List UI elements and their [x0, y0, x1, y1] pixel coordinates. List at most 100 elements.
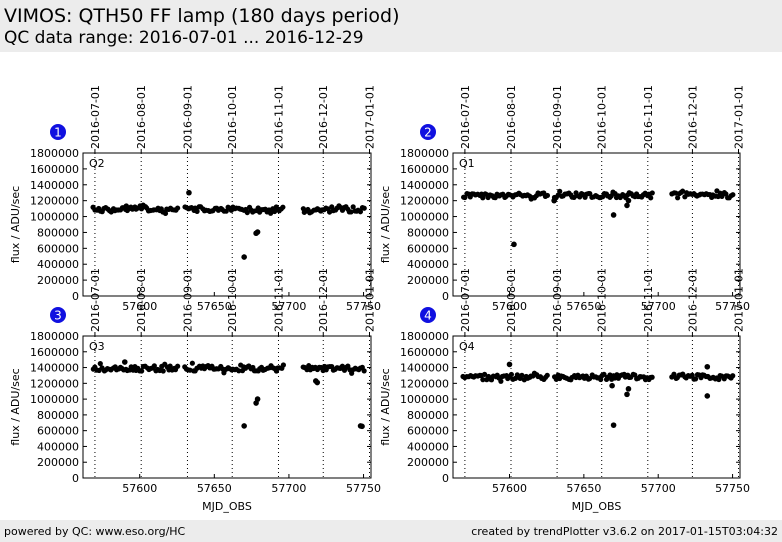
x-tick-label: 57700 — [641, 300, 676, 313]
data-point — [160, 368, 166, 374]
date-tick-label: 2016-07-01 — [89, 85, 102, 149]
data-point — [610, 212, 617, 218]
y-tick-label: 0 — [72, 290, 79, 303]
page-title: VIMOS: QTH50 FF lamp (180 days period) — [4, 5, 400, 27]
data-point — [625, 386, 632, 392]
data-point — [167, 363, 173, 369]
data-point — [719, 193, 725, 199]
x-axis-label: MJD_OBS — [202, 500, 252, 513]
data-point — [241, 254, 247, 260]
date-tick-label: 2016-07-01 — [89, 268, 102, 332]
date-tick-label: 2016-12-01 — [686, 268, 699, 332]
y-tick-label: 600000 — [407, 425, 449, 438]
plot-frame — [82, 335, 372, 479]
data-point — [601, 371, 607, 377]
panel-label: Q4 — [459, 340, 475, 353]
y-axis-label: flux / ADU/sec — [9, 368, 22, 445]
data-point — [544, 192, 551, 199]
y-tick-label: 1800000 — [30, 147, 79, 160]
data-point — [648, 195, 654, 201]
y-tick-label: 1800000 — [400, 147, 449, 160]
date-tick-label: 2016-09-01 — [181, 268, 194, 332]
y-tick-label: 1400000 — [400, 179, 449, 192]
data-point — [175, 363, 181, 369]
x-tick-label: 57650 — [197, 300, 232, 313]
data-point — [511, 241, 517, 248]
y-tick-label: 1000000 — [30, 393, 79, 406]
date-tick-label: 2016-11-01 — [272, 268, 285, 332]
y-tick-label: 600000 — [37, 242, 79, 255]
y-tick-label: 1600000 — [30, 163, 79, 176]
y-tick-label: 800000 — [407, 409, 449, 422]
data-point — [508, 371, 515, 378]
data-point — [624, 391, 630, 398]
data-point — [139, 368, 145, 374]
panel-badge — [420, 124, 436, 140]
date-tick-label: 2016-07-01 — [459, 268, 472, 332]
panel-badge-number: 3 — [54, 309, 62, 323]
y-tick-label: 800000 — [407, 226, 449, 239]
panel-label: Q3 — [89, 340, 105, 353]
data-point — [280, 362, 287, 368]
y-tick-label: 800000 — [37, 226, 79, 239]
data-point — [271, 208, 278, 215]
x-tick-label: 57750 — [346, 300, 381, 313]
data-point — [675, 195, 681, 201]
data-point — [361, 205, 367, 211]
y-tick-label: 600000 — [407, 242, 449, 255]
y-tick-label: 1200000 — [400, 195, 449, 208]
data-point — [632, 372, 638, 378]
data-point — [625, 197, 632, 204]
x-tick-label: 57700 — [271, 300, 306, 313]
date-tick-label: 2017-01-01 — [364, 268, 377, 332]
y-tick-label: 1600000 — [30, 346, 79, 359]
date-tick-label: 2016-07-01 — [459, 85, 472, 149]
y-tick-label: 1800000 — [30, 330, 79, 343]
y-tick-label: 1200000 — [400, 377, 449, 390]
date-tick-label: 2017-01-01 — [733, 85, 746, 149]
x-tick-label: 57700 — [271, 482, 306, 495]
data-point — [730, 373, 736, 379]
date-tick-label: 2016-09-01 — [551, 268, 564, 332]
data-point — [121, 359, 128, 365]
data-point — [254, 229, 261, 235]
data-point — [175, 205, 181, 211]
data-point — [357, 209, 364, 215]
y-tick-label: 1400000 — [30, 179, 79, 192]
footer-created-by: created by trendPlotter v3.6.2 on 2017-0… — [471, 525, 778, 538]
y-tick-label: 1000000 — [400, 393, 449, 406]
data-point — [544, 372, 550, 378]
y-tick-label: 200000 — [407, 274, 449, 287]
y-tick-label: 1400000 — [30, 362, 79, 375]
date-tick-label: 2016-11-01 — [642, 268, 655, 332]
y-tick-label: 1600000 — [400, 346, 449, 359]
data-point — [348, 209, 354, 215]
data-point — [244, 209, 250, 216]
panel-badge-number: 1 — [54, 126, 62, 140]
data-point — [506, 361, 513, 368]
x-tick-label: 57600 — [122, 300, 157, 313]
date-tick-label: 2016-09-01 — [181, 85, 194, 149]
data-point — [609, 382, 615, 389]
date-tick-label: 2016-12-01 — [317, 85, 330, 149]
y-tick-label: 400000 — [37, 440, 79, 453]
y-axis-label: flux / ADU/sec — [9, 186, 22, 263]
x-tick-label: 57650 — [197, 482, 232, 495]
plot-frame — [452, 152, 741, 297]
data-point — [241, 423, 247, 429]
data-point — [624, 202, 630, 209]
date-tick-label: 2016-09-01 — [551, 85, 564, 149]
panel-label: Q1 — [459, 157, 475, 170]
panel-badge-number: 4 — [424, 309, 432, 323]
date-tick-label: 2016-08-01 — [505, 268, 518, 332]
y-tick-label: 1400000 — [400, 362, 449, 375]
y-tick-label: 600000 — [37, 425, 79, 438]
panel-badge — [50, 307, 66, 323]
y-tick-label: 1200000 — [30, 377, 79, 390]
data-point — [189, 360, 195, 366]
y-tick-label: 400000 — [37, 258, 79, 271]
date-tick-label: 2016-12-01 — [686, 85, 699, 149]
date-tick-label: 2016-10-01 — [596, 268, 609, 332]
footer-powered-by: powered by QC: www.eso.org/HC — [4, 525, 186, 538]
data-point — [480, 377, 486, 383]
